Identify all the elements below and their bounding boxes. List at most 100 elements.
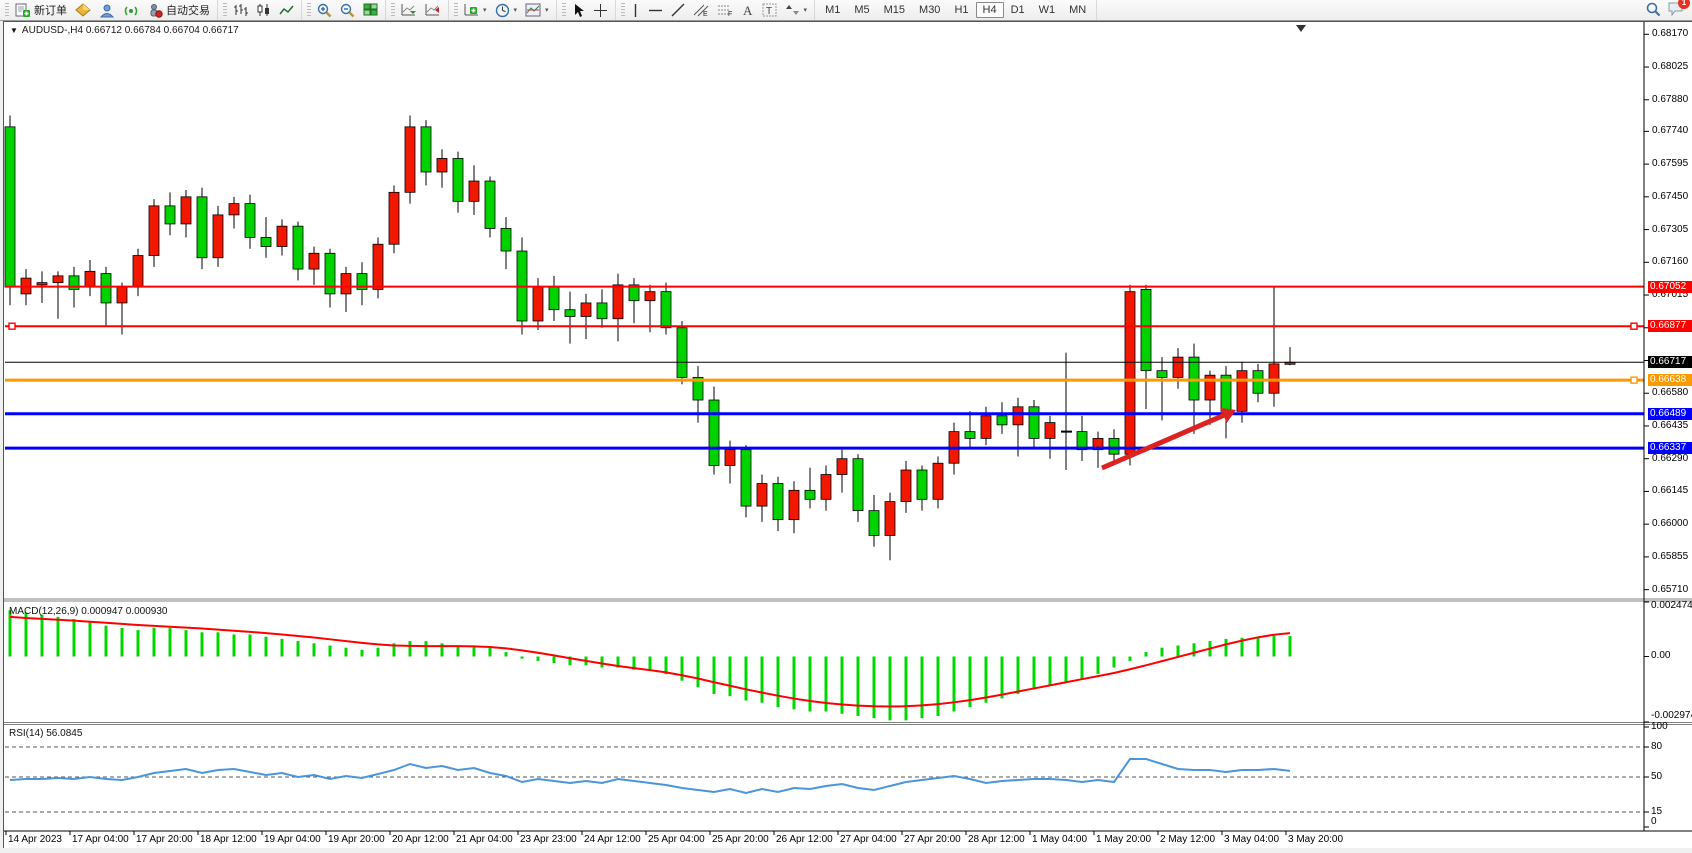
zoom-in-button[interactable]	[313, 1, 336, 20]
indicators-button-dropdown-icon[interactable]: ▾	[483, 7, 487, 14]
templates-button-dropdown-icon[interactable]: ▾	[545, 7, 549, 14]
macd-signal-line	[9, 615, 1291, 708]
macd-axis-label: 0.002474	[1651, 600, 1692, 611]
toolbar-group-zoom	[302, 0, 386, 20]
trend-arrow[interactable]	[1101, 411, 1228, 471]
candle-body	[740, 449, 752, 507]
toolbar-group-trade: 新订单 自动交易	[0, 0, 218, 20]
price-tick-label: 0.66435	[1652, 419, 1689, 431]
signals-button[interactable]	[119, 1, 143, 20]
toolbar-grip[interactable]	[223, 3, 227, 17]
indicators-button[interactable]: ▾	[460, 1, 491, 19]
trendline-button[interactable]	[667, 1, 689, 19]
styler-button[interactable]	[71, 1, 95, 20]
candle-body	[180, 196, 192, 225]
toolbar-grip[interactable]	[307, 3, 311, 17]
candle-body	[68, 275, 80, 290]
resistance-line-2-handle[interactable]	[8, 322, 16, 330]
crosshair-button[interactable]	[589, 1, 612, 20]
timeframe-h4[interactable]: H4	[975, 2, 1004, 18]
candle-body	[772, 483, 784, 521]
toolbar-grip[interactable]	[620, 3, 625, 17]
chat-icon[interactable]: 1	[1667, 0, 1690, 19]
candle-body	[628, 284, 640, 302]
arrows-button-dropdown-icon[interactable]: ▾	[803, 7, 808, 14]
new-order-button[interactable]: 新订单	[11, 0, 71, 20]
community-button[interactable]	[95, 1, 119, 20]
toolbar-grip[interactable]	[5, 3, 9, 17]
candle-body	[388, 191, 400, 245]
chart-shift-button[interactable]	[421, 1, 445, 19]
timeframe-m15[interactable]: M15	[883, 4, 906, 16]
templates-button[interactable]: ▾	[521, 1, 553, 19]
zoom-out-button[interactable]	[336, 1, 359, 20]
line-chart-button[interactable]	[275, 1, 298, 19]
candle-chart-button[interactable]	[252, 1, 275, 19]
svg-text:F: F	[728, 11, 732, 17]
linechart-icon	[279, 3, 294, 17]
time-axis-label: 21 Apr 04:00	[456, 834, 513, 845]
toolbar-grip[interactable]	[561, 3, 566, 17]
candle-body	[1268, 363, 1280, 394]
autotrade-icon	[147, 3, 163, 18]
text-button[interactable]: A	[737, 1, 758, 19]
label-button[interactable]: T	[758, 1, 781, 19]
symbol-dropdown-icon[interactable]: ▼	[10, 26, 18, 35]
candle-body	[292, 225, 304, 270]
candle-body	[116, 286, 128, 304]
time-axis-label: 19 Apr 04:00	[264, 834, 321, 845]
autoscroll-icon	[401, 3, 417, 17]
toolbar-group-pointer	[557, 0, 616, 20]
price-tick-label: 0.66290	[1652, 452, 1689, 464]
toolbar-grip[interactable]	[454, 3, 458, 17]
toolbar-grip[interactable]	[391, 3, 395, 17]
time-axis-label: 23 Apr 23:00	[520, 834, 577, 845]
timeframe-m1[interactable]: M1	[825, 4, 841, 16]
chart-canvas[interactable]	[4, 22, 1692, 848]
candle-body	[660, 291, 672, 329]
price-tick-label: 0.67305	[1652, 223, 1689, 235]
candle-body	[676, 327, 688, 378]
toolbar-group-insert: ▾ ▾ ▾	[449, 0, 557, 20]
timeframe-group: M1 M5 M15 M30 H1 H4 D1 W1 MN	[815, 0, 1098, 20]
cursor-icon	[572, 3, 585, 18]
price-tick-label: 0.66000	[1652, 518, 1689, 530]
candle-body	[884, 501, 896, 536]
candle-body	[212, 214, 224, 259]
vertical-line-button[interactable]	[627, 1, 644, 20]
candle-body	[900, 469, 912, 503]
search-icon[interactable]	[1645, 1, 1661, 20]
timeframe-h1[interactable]: H1	[954, 4, 969, 16]
arrows-button[interactable]: ▾	[781, 1, 812, 19]
community-icon	[99, 3, 115, 18]
template-icon	[525, 3, 541, 17]
time-axis-label: 28 Apr 12:00	[968, 834, 1025, 845]
candle-body	[564, 309, 576, 317]
timeframe-mn[interactable]: MN	[1069, 4, 1087, 16]
pivot-line-handle[interactable]	[1630, 376, 1638, 384]
cursor-button[interactable]	[568, 1, 589, 20]
resistance-line-2-handle[interactable]	[1630, 322, 1638, 330]
candle-body	[1076, 431, 1088, 451]
timeframe-m30[interactable]: M30	[919, 4, 941, 16]
candle-body	[1252, 370, 1264, 394]
candle-body	[1092, 437, 1104, 451]
trend-arrow-head[interactable]	[1220, 407, 1236, 424]
bar-chart-button[interactable]	[229, 1, 252, 19]
periods-button[interactable]: ▾	[491, 1, 522, 20]
tile-windows-button[interactable]	[359, 1, 382, 19]
candle-body	[436, 158, 448, 173]
current-price-line-price-label: 0.66717	[1648, 356, 1692, 369]
periods-button-dropdown-icon[interactable]: ▾	[513, 7, 518, 14]
timeframe-w1[interactable]: W1	[1038, 4, 1056, 16]
timeframe-m5[interactable]: M5	[854, 4, 870, 16]
candle-body	[52, 275, 64, 284]
fibonacci-button[interactable]: F	[713, 1, 737, 19]
time-axis-label: 20 Apr 12:00	[392, 834, 449, 845]
auto-scroll-button[interactable]	[397, 1, 421, 19]
horizontal-line-button[interactable]	[644, 4, 667, 17]
timeframe-d1[interactable]: D1	[1010, 4, 1025, 16]
autotrading-button[interactable]: 自动交易	[143, 0, 214, 20]
svg-text:E: E	[703, 11, 708, 17]
channel-button[interactable]: E	[689, 1, 713, 19]
